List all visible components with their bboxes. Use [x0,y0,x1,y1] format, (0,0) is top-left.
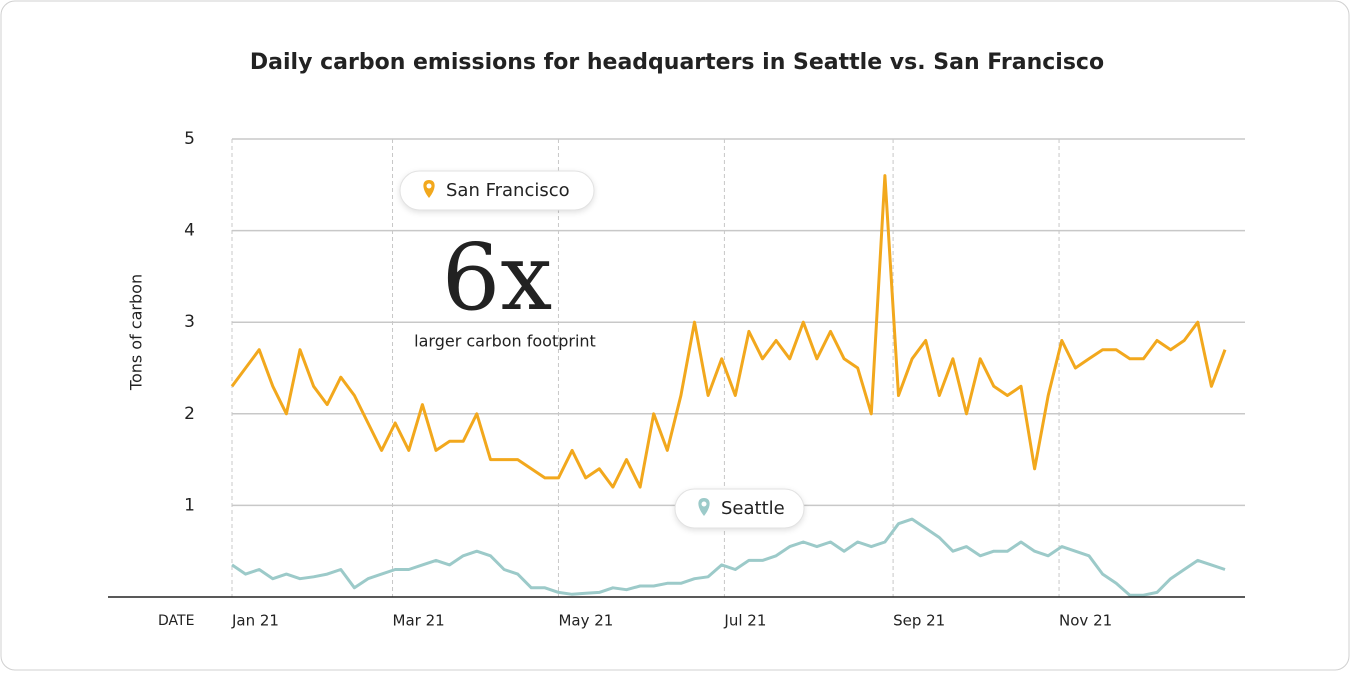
x-tick-label: Jul 21 [723,612,766,630]
x-axis-label: DATE [158,613,194,629]
series-line [230,174,1227,489]
annotation-big: 6x [442,224,552,331]
x-tick-label: Jan 21 [231,612,279,630]
chart-title: Daily carbon emissions for headquarters … [250,50,1104,75]
y-tick-label: 5 [184,129,195,149]
y-axis-label: Tons of carbon [127,274,146,391]
legend-label: Seattle [721,498,785,519]
legend-pin-dot [426,183,432,189]
legend-pin [698,498,710,516]
y-tick-label: 4 [184,221,195,241]
x-tick-label: Nov 21 [1059,612,1112,630]
x-tick-label: Mar 21 [393,612,445,630]
annotation-small: larger carbon footprint [414,332,596,351]
y-tick-label: 2 [184,404,195,424]
legend-pill [399,170,595,211]
legend-label: San Francisco [446,180,570,201]
y-tick-label: 3 [184,312,195,332]
legend-pin-dot [701,501,707,507]
y-tick-label: 1 [184,495,195,515]
legend-item: San Francisco [399,170,595,211]
grid: 1 2 3 4 5 Jan 21 Mar 21 May 21 Jul 21 Sep 21 Nov 2… [184,129,1245,630]
lines [230,174,1227,597]
series-line [231,517,1226,597]
legend-pin [423,180,435,198]
annotations: 6x larger carbon footprint [414,224,596,351]
x-tick-label: Sep 21 [893,612,945,630]
legend-item: Seattle [674,488,805,529]
legend-pill [674,488,805,529]
x-tick-label: May 21 [558,612,613,630]
